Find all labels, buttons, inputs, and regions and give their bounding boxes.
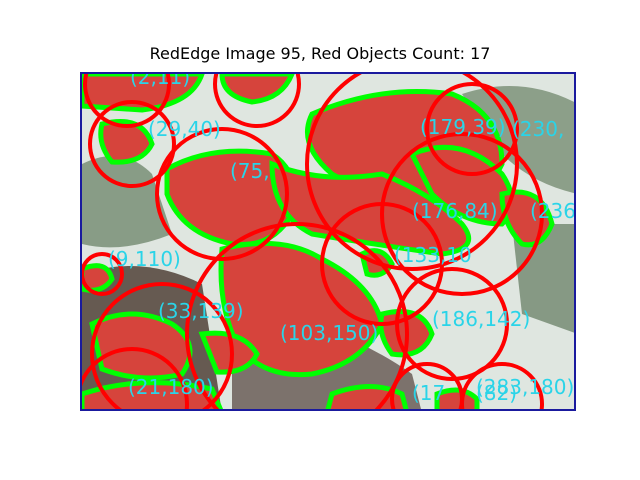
coord-label: (82): [476, 381, 517, 405]
coord-label: (133,10: [394, 243, 472, 267]
image-panel: (2,11) (29,40) (179,39) (230, (75, (176,…: [80, 72, 576, 411]
coord-label: (75,: [230, 159, 270, 183]
coord-label: (21,180): [128, 375, 214, 399]
coord-label: (236: [530, 199, 576, 223]
coord-label: (186,142): [432, 307, 530, 331]
coord-label: (33,139): [158, 299, 244, 323]
figure-title: RedEdge Image 95, Red Objects Count: 17: [0, 44, 640, 63]
coord-label: (230,: [512, 117, 564, 141]
coord-label: (17: [412, 381, 445, 405]
coord-label: (179,39): [420, 115, 506, 139]
coord-label: (176,84): [412, 199, 498, 223]
detection-overlay: (2,11) (29,40) (179,39) (230, (75, (176,…: [82, 74, 576, 411]
coord-label: (29,40): [148, 117, 221, 141]
coord-label: (2,11): [130, 74, 190, 89]
coord-label: (9,110): [108, 247, 181, 271]
coord-label: (103,150): [280, 321, 378, 345]
